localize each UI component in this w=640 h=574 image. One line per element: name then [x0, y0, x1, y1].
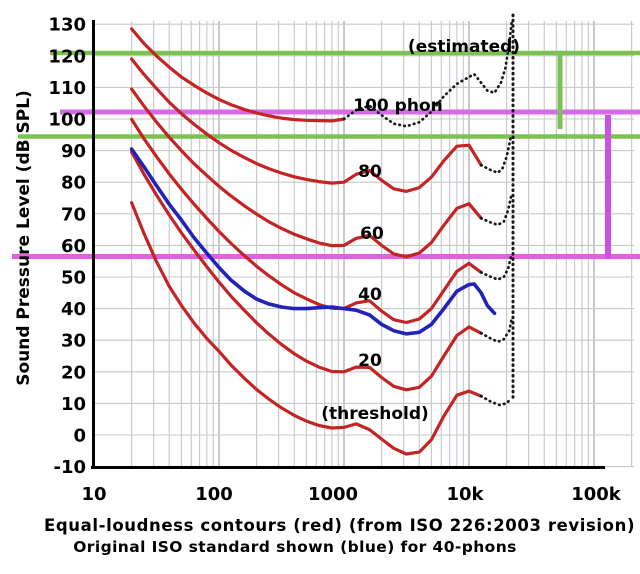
curve-contour-40-phon-tail [479, 251, 514, 281]
y-tick-label: 80 [61, 173, 86, 194]
y-tick-label: 10 [61, 394, 86, 415]
y-tick-label: 0 [73, 426, 86, 447]
x-tick-label: 100 [195, 484, 233, 505]
curve-contour-threshold [130, 201, 483, 456]
x-tick-label: 10k [446, 484, 484, 505]
caption-line-2: Original ISO standard shown (blue) for 4… [73, 538, 517, 556]
label-estimated: (estimated) [408, 37, 520, 57]
y-tick-label: 120 [48, 46, 86, 67]
caption-line-1: Equal-loudness contours (red) (from ISO … [44, 516, 636, 535]
x-tick-label: 1000 [308, 484, 358, 505]
y-tick-label: -10 [53, 457, 86, 478]
curve-contour-60-phon-tail [479, 191, 514, 227]
label-80: 80 [358, 162, 382, 182]
curve-contour-100-phon [130, 27, 346, 123]
curve-contour-40-phon [130, 117, 483, 325]
curve-contour-80-phon [130, 57, 483, 193]
curve-contour-80-phon-tail [479, 136, 512, 175]
y-axis-title: Sound Pressure Level (dB SPL) [14, 90, 34, 386]
curve-contour-100-phon-estimated [342, 19, 514, 128]
label-20: 20 [358, 351, 382, 371]
label-40: 40 [358, 285, 382, 305]
curve-contour-20-phon-tail [479, 316, 514, 344]
label-100-phon: 100 phon [353, 96, 442, 116]
x-tick-label: 100k [571, 484, 622, 505]
y-tick-label: 100 [48, 110, 86, 131]
curve-contour-20-phon [130, 150, 483, 392]
y-tick-label: 90 [61, 141, 86, 162]
y-tick-label: 50 [61, 268, 86, 289]
y-tick-label: 130 [48, 15, 86, 36]
y-tick-label: 70 [61, 204, 86, 225]
curve-contour-threshold-tail [479, 394, 512, 407]
y-tick-label: 30 [61, 331, 86, 352]
x-tick-label: 10 [81, 484, 106, 505]
curve-contour-40-phon-original-iso [129, 147, 497, 336]
y-tick-label: 60 [61, 236, 86, 257]
label-threshold: (threshold) [321, 404, 429, 424]
label-60: 60 [360, 224, 384, 244]
curve-contour-60-phon [130, 87, 483, 259]
y-tick-label: 110 [48, 78, 86, 99]
y-tick-label: 40 [61, 299, 86, 320]
y-tick-label: 20 [61, 362, 86, 383]
